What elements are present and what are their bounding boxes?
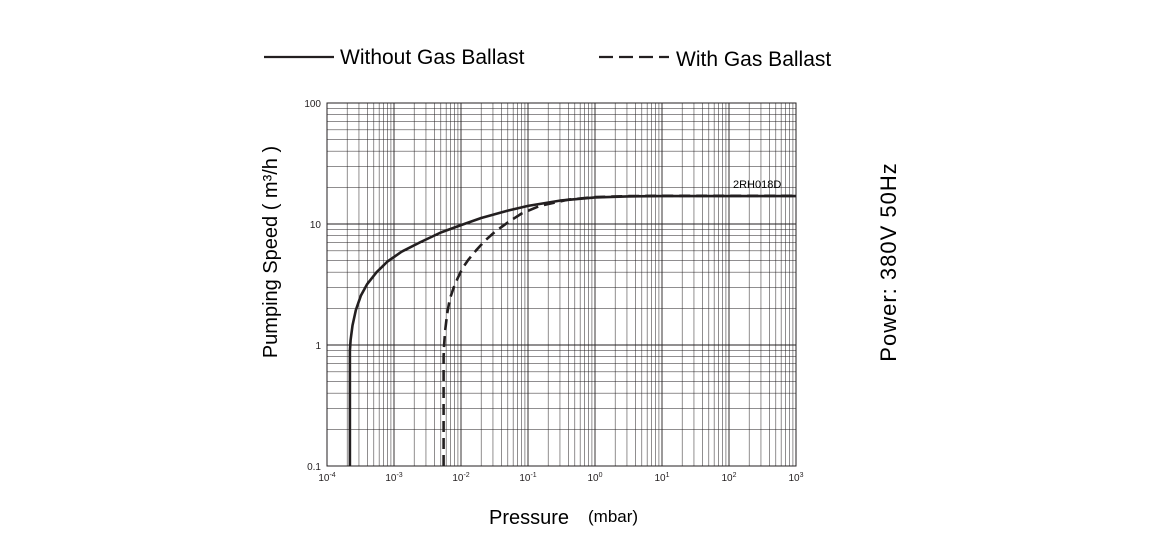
legend-label-with-ballast: With Gas Ballast [676,48,831,71]
curve-label: 2RH018D [733,179,781,191]
y-tick-label: 0.1 [307,462,321,473]
legend: Without Gas Ballast With Gas Ballast [264,46,831,71]
x-axis-unit: (mbar) [588,507,638,526]
power-spec-note: Power: 380V 50Hz [876,162,901,361]
series-line-with-gas-ballast [442,194,796,466]
x-tick-labels: 10-4 10-3 10-2 10-1 100 101 102 103 [318,472,803,484]
y-axis-title: Pumping Speed ( m³/h ) [260,146,282,358]
x-tick-label: 102 [721,472,736,484]
grid [327,103,796,466]
x-tick-label: 10-1 [519,472,536,484]
y-tick-label: 10 [310,220,322,231]
plot-frame [326,102,797,467]
x-tick-label: 101 [654,472,669,484]
legend-label-without-ballast: Without Gas Ballast [340,46,525,69]
y-tick-labels: 0.1 1 10 100 [304,99,321,473]
x-tick-label: 103 [788,472,803,484]
x-tick-label: 10-3 [385,472,402,484]
y-tick-label: 100 [304,99,321,110]
x-tick-label: 100 [587,472,602,484]
series-layer [348,194,796,466]
y-tick-label: 1 [315,341,321,352]
x-tick-label: 10-4 [318,472,335,484]
x-tick-label: 10-2 [452,472,469,484]
x-axis-title: Pressure [489,507,569,529]
plot-area: 2RH018D [326,102,797,467]
series-line-without-gas-ballast [348,194,796,466]
